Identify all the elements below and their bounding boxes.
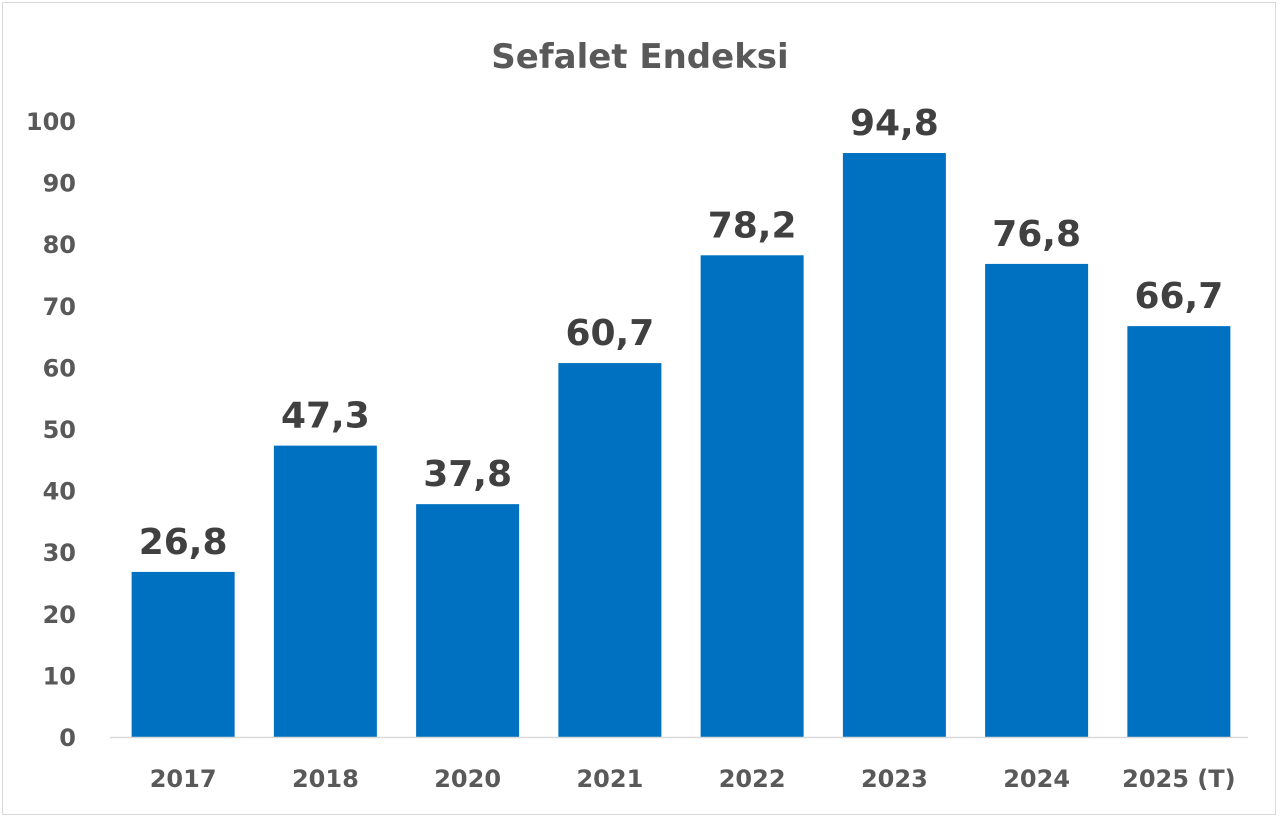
y-tick-label: 10 (43, 662, 76, 690)
bar (985, 263, 1089, 737)
x-tick-label: 2018 (292, 765, 359, 793)
x-tick-label: 2025 (T) (1122, 765, 1235, 793)
bar (273, 445, 377, 737)
y-tick-label: 80 (43, 231, 76, 259)
bar (700, 255, 804, 737)
bars (131, 153, 1231, 738)
x-tick-label: 2020 (434, 765, 501, 793)
x-tick-label: 2017 (150, 765, 217, 793)
y-tick-label: 70 (43, 293, 76, 321)
y-tick-label: 30 (43, 539, 76, 567)
data-label: 94,8 (850, 103, 939, 144)
x-tick-label: 2024 (1003, 765, 1070, 793)
y-tick-label: 90 (43, 170, 76, 198)
y-tick-label: 50 (43, 416, 76, 444)
bar (416, 504, 520, 737)
bar (1127, 326, 1231, 737)
data-label: 60,7 (565, 313, 654, 354)
chart-title: Sefalet Endeksi (491, 37, 788, 77)
data-label: 66,7 (1134, 276, 1223, 317)
data-label: 76,8 (992, 214, 1081, 255)
y-tick-label: 20 (43, 601, 76, 629)
y-tick-label: 100 (26, 108, 76, 136)
bar (842, 153, 946, 738)
bar (558, 363, 662, 737)
x-tick-label: 2022 (719, 765, 786, 793)
x-tick-label: 2021 (576, 765, 643, 793)
data-label: 47,3 (281, 396, 370, 437)
x-axis-ticks: 2017 2018 2020 2021 2022 2023 2024 2025 (T) (150, 765, 1236, 793)
y-axis-ticks: 0 10 20 30 40 50 60 70 80 90 100 (26, 108, 76, 752)
y-tick-label: 40 (43, 478, 76, 506)
bar (131, 571, 235, 737)
y-tick-label: 0 (59, 724, 76, 752)
y-tick-label: 60 (43, 354, 76, 382)
data-label: 26,8 (139, 522, 228, 563)
data-labels: 26,8 47,3 37,8 60,7 78,2 94,8 76,8 66,7 (139, 103, 1224, 563)
data-label: 37,8 (423, 454, 512, 495)
x-tick-label: 2023 (861, 765, 928, 793)
data-label: 78,2 (708, 205, 797, 246)
